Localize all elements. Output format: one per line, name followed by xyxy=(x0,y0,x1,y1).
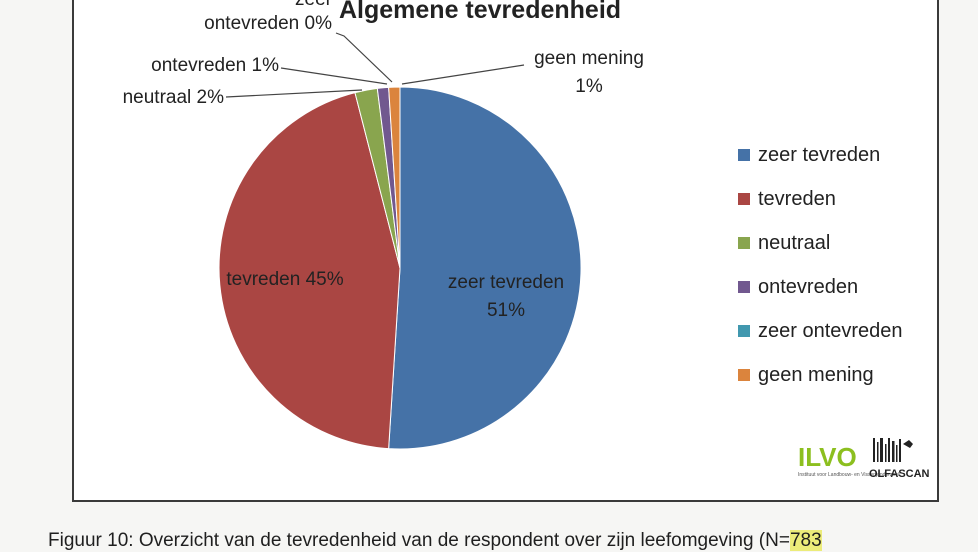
pie-slices xyxy=(218,86,582,450)
ilvo-logo: ILVO Instituut voor Landbouw- en Visseri… xyxy=(798,442,901,478)
olfascan-barcode-icon xyxy=(873,438,913,462)
legend-swatch-zeer-ontevreden xyxy=(738,325,750,337)
legend-swatch-ontevreden xyxy=(738,281,750,293)
leader-line-neutraal xyxy=(225,89,363,98)
pie-slice-zeer-tevreden xyxy=(388,86,582,450)
olfascan-logo: OLFASCAN xyxy=(869,438,930,480)
legend-label-tevreden: tevreden xyxy=(758,188,836,210)
legend-label-neutraal: neutraal xyxy=(758,232,830,254)
legend-label-zeer-ontevreden: zeer ontevreden xyxy=(758,320,903,342)
caption-highlight: 783 xyxy=(789,530,822,551)
slice-label-ontevreden: ontevreden 1% xyxy=(151,55,279,76)
leader-line-zeer-ontevreden xyxy=(335,32,393,83)
legend-label-zeer-tevreden: zeer tevreden xyxy=(758,144,880,166)
slice-label-tevreden: tevreden 45% xyxy=(226,269,343,290)
chart-frame: Algemene tevredenheid zeer tevreden 51% te… xyxy=(72,0,939,502)
slice-label-geen-mening: geen mening 1% xyxy=(534,48,644,97)
leader-line-ontevreden xyxy=(280,67,388,85)
figure-caption: Figuur 10: Overzicht van de tevredenheid… xyxy=(48,530,822,552)
slice-label-neutraal: neutraal 2% xyxy=(123,87,225,108)
leader-lines xyxy=(225,32,525,98)
ilvo-logo-text: ILVO xyxy=(798,442,857,472)
legend-label-ontevreden: ontevreden xyxy=(758,276,858,298)
chart-title: Algemene tevredenheid xyxy=(339,0,621,24)
ilvo-logo-subtitle: Instituut voor Landbouw- en Visserijonde… xyxy=(798,472,901,478)
pie-slice-geen-mening xyxy=(388,86,401,269)
olfascan-logo-text: OLFASCAN xyxy=(869,468,930,480)
slice-label-zeer-tevreden: zeer tevreden 51% xyxy=(448,272,564,321)
slice-labels: zeer tevreden 51% tevreden 45% neutraal 2% o… xyxy=(123,0,644,321)
legend-label-geen-mening: geen mening xyxy=(758,364,874,386)
caption-text: Figuur 10: Overzicht van de tevredenheid… xyxy=(48,530,790,551)
pie-slice-tevreden xyxy=(218,92,401,450)
leader-line-geen-mening xyxy=(401,64,525,85)
legend-swatch-zeer-tevreden xyxy=(738,149,750,161)
pie-chart: Algemene tevredenheid zeer tevreden 51% te… xyxy=(123,0,930,480)
legend-swatch-geen-mening xyxy=(738,369,750,381)
legend-swatch-neutraal xyxy=(738,237,750,249)
legend: zeer tevreden tevreden neutraal ontevreden z… xyxy=(738,144,903,386)
legend-swatch-tevreden xyxy=(738,193,750,205)
